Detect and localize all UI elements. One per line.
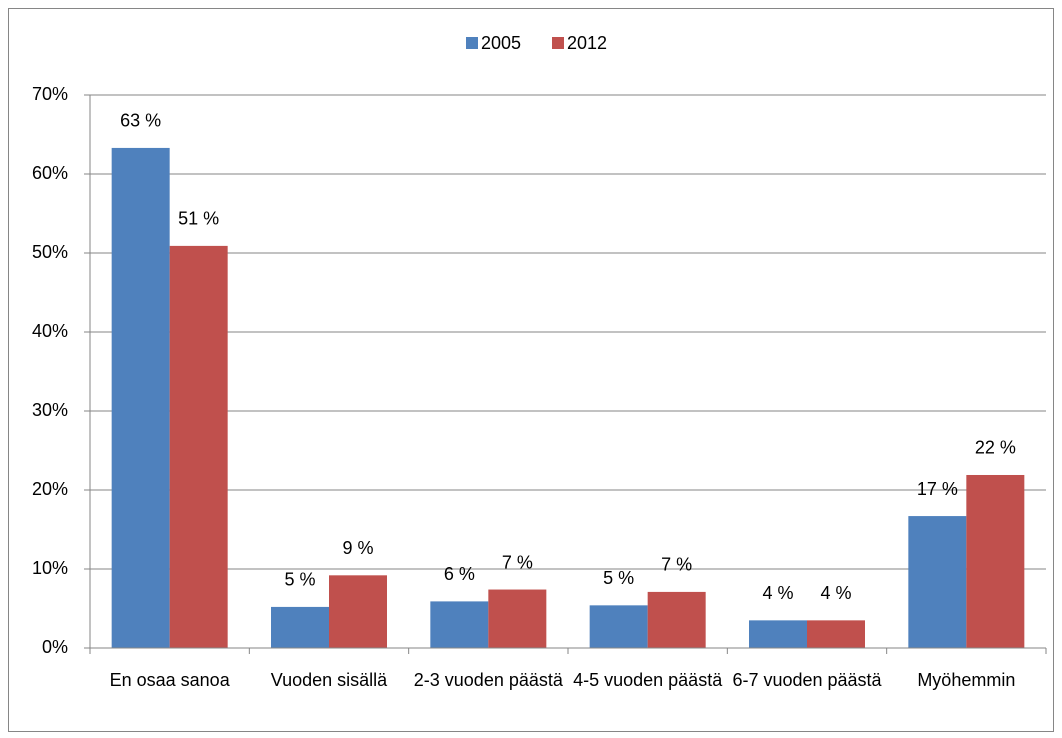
y-tick-label: 70% bbox=[32, 84, 68, 104]
data-label: 5 % bbox=[284, 570, 315, 590]
bar bbox=[271, 606, 329, 648]
data-label: 22 % bbox=[975, 438, 1016, 458]
x-tick-label: 4-5 vuoden päästä bbox=[573, 670, 723, 690]
legend-label: 2012 bbox=[567, 33, 607, 53]
y-tick-label: 10% bbox=[32, 558, 68, 578]
data-label: 9 % bbox=[342, 538, 373, 558]
y-tick-label: 0% bbox=[42, 637, 68, 657]
bar bbox=[647, 591, 706, 648]
bar bbox=[749, 620, 807, 648]
bar bbox=[589, 605, 648, 648]
bar bbox=[807, 620, 865, 648]
bar bbox=[966, 474, 1025, 648]
data-label: 7 % bbox=[502, 552, 533, 572]
x-tick-label: 6-7 vuoden päästä bbox=[732, 670, 882, 690]
bar bbox=[908, 516, 967, 648]
x-tick-label: Vuoden sisällä bbox=[270, 670, 388, 690]
x-tick-label: En osaa sanoa bbox=[109, 670, 230, 690]
legend-label: 2005 bbox=[481, 33, 521, 53]
y-tick-label: 60% bbox=[32, 163, 68, 183]
y-tick-label: 40% bbox=[32, 321, 68, 341]
y-tick-label: 50% bbox=[32, 242, 68, 262]
x-tick-label: 2-3 vuoden päästä bbox=[413, 670, 563, 690]
data-label: 63 % bbox=[120, 111, 161, 131]
bar bbox=[430, 601, 489, 648]
bar bbox=[488, 589, 547, 648]
legend-swatch bbox=[466, 37, 478, 49]
data-label: 4 % bbox=[762, 583, 793, 603]
bar bbox=[169, 245, 228, 648]
bar bbox=[329, 575, 387, 648]
data-label: 51 % bbox=[178, 209, 219, 229]
data-label: 5 % bbox=[603, 568, 634, 588]
y-tick-label: 20% bbox=[32, 479, 68, 499]
data-label: 17 % bbox=[917, 479, 958, 499]
data-label: 6 % bbox=[444, 564, 475, 584]
data-label: 4 % bbox=[820, 583, 851, 603]
bar bbox=[111, 147, 170, 648]
legend-swatch bbox=[552, 37, 564, 49]
x-tick-label: Myöhemmin bbox=[917, 670, 1016, 690]
data-label: 7 % bbox=[661, 555, 692, 575]
y-tick-label: 30% bbox=[32, 400, 68, 420]
